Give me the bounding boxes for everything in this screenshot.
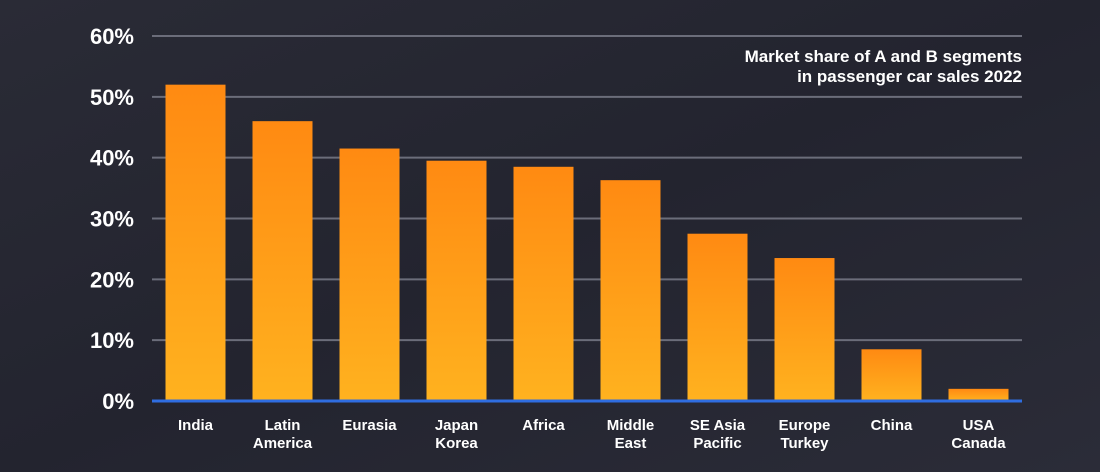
x-tick-label: USA Canada [951,417,1006,452]
x-tick-label: Japan Korea [435,417,479,452]
bar [774,258,835,401]
x-tick-label-line: Turkey [780,435,829,452]
bar [426,160,487,401]
y-tick-label: 50% [90,85,134,110]
x-tick-label-line: SE Asia [690,417,746,434]
bar [687,233,748,401]
x-tick-label-line: Latin [265,417,301,434]
x-tick-label: SE Asia Pacific [690,417,746,452]
y-tick-label: 0% [102,389,134,414]
x-tick-label-line: USA [963,417,995,434]
x-tick-label-line: East [615,435,647,452]
x-tick-label-line: Korea [435,435,478,452]
x-tick-label-line: Japan [435,417,478,434]
x-tick-label: China [871,417,913,434]
y-tick-label: 20% [90,267,134,292]
x-tick-label-line: Africa [522,417,565,434]
y-tick-label: 40% [90,146,134,171]
x-tick-labels: India Latin America Eurasia Japan Korea Africa… [178,417,1006,452]
bar [165,84,226,402]
bar [252,121,313,402]
bar [513,166,574,401]
x-tick-label: India [178,417,214,434]
x-tick-label-line: Eurasia [342,417,397,434]
x-tick-label: Europe Turkey [779,417,831,452]
x-tick-label-line: America [253,435,313,452]
x-tick-label-line: China [871,417,913,434]
x-tick-label: Eurasia [342,417,397,434]
x-tick-label: Latin America [253,417,313,452]
x-tick-label: Africa [522,417,565,434]
bar [600,180,661,401]
y-tick-label: 60% [90,24,134,49]
chart-title-line-2: in passenger car sales 2022 [797,67,1022,86]
x-tick-label-line: Canada [951,435,1006,452]
bar [861,349,922,401]
bar [948,388,1009,401]
y-tick-labels: 0% 10% 20% 30% 40% 50% 60% [90,24,134,414]
bar [339,148,400,401]
x-tick-label-line: India [178,417,214,434]
chart-title-line-1: Market share of A and B segments [745,47,1022,66]
x-tick-label: Middle East [607,417,655,452]
y-tick-label: 10% [90,328,134,353]
y-tick-label: 30% [90,207,134,232]
bars [165,84,1009,402]
x-tick-label-line: Pacific [693,435,741,452]
x-tick-label-line: Middle [607,417,655,434]
x-tick-label-line: Europe [779,417,831,434]
